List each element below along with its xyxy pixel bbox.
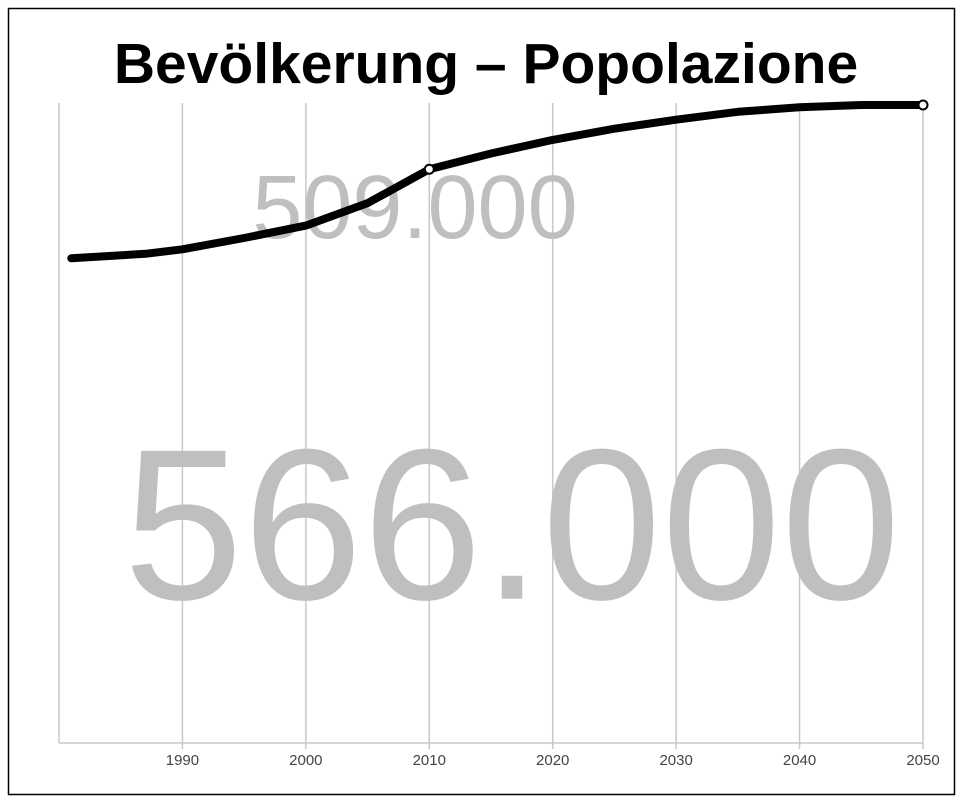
line-series bbox=[67, 101, 927, 263]
x-tick-label: 2050 bbox=[906, 752, 939, 769]
x-tick-label: 2000 bbox=[289, 752, 322, 769]
grid bbox=[181, 103, 924, 743]
annotation: 566.000 bbox=[123, 404, 900, 645]
x-tick-label: 2030 bbox=[659, 752, 692, 769]
frame bbox=[7, 7, 956, 796]
annotation-point bbox=[423, 163, 435, 175]
x-tick-label: 2010 bbox=[413, 752, 446, 769]
chart-title: Bevölkerung – Popolazione bbox=[114, 32, 858, 96]
annotation-point bbox=[917, 99, 929, 111]
x-tick-label: 1990 bbox=[166, 752, 199, 769]
x-tick-label: 2040 bbox=[783, 752, 816, 769]
x-tick-label: 2020 bbox=[536, 752, 569, 769]
